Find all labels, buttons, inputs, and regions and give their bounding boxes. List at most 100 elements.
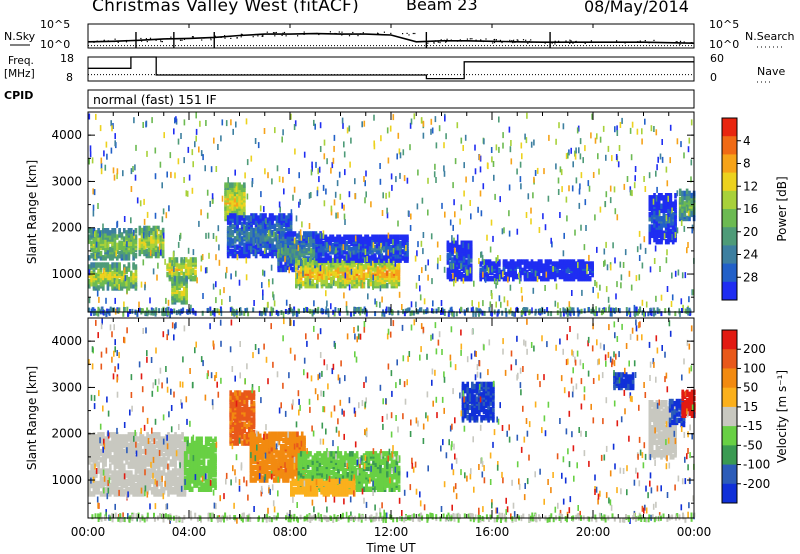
sky-noise-point: [469, 38, 471, 40]
sky-noise-point: [272, 32, 275, 34]
scatter-cell: [527, 193, 530, 200]
scatter-cell: [220, 135, 222, 142]
data-cell: [372, 280, 375, 287]
scatter-cell: [629, 127, 632, 134]
ground-scatter-cell: [501, 310, 504, 316]
scatter-cell: [344, 219, 346, 225]
ground-scatter-cell: [608, 306, 611, 312]
ground-scatter-cell: [426, 308, 429, 314]
data-cell: [660, 230, 663, 236]
data-cell: [289, 231, 292, 237]
data-cell: [653, 218, 656, 224]
data-cell: [282, 245, 285, 252]
data-cell: [389, 234, 393, 240]
sky-noise-point: [161, 41, 163, 43]
ground-scatter-cell: [211, 310, 214, 316]
data-cell: [273, 244, 277, 250]
sky-noise-point: [563, 41, 565, 43]
data-cell: [361, 236, 365, 243]
data-cell: [586, 265, 590, 271]
ground-scatter-cell: [146, 307, 149, 313]
data-cell: [187, 259, 190, 265]
data-cell: [561, 273, 564, 280]
scatter-cell: [440, 300, 443, 306]
data-cell: [337, 268, 340, 274]
data-cell: [581, 263, 585, 269]
scatter-cell: [397, 263, 400, 270]
noise-tick-right: 10^5: [709, 18, 739, 31]
data-cell: [152, 225, 156, 232]
data-cell: [455, 257, 459, 263]
scatter-cell: [386, 212, 389, 219]
scatter-cell: [552, 266, 554, 272]
scatter-cell: [525, 212, 528, 218]
scatter-cell: [385, 192, 387, 199]
scatter-cell: [577, 125, 580, 132]
data-cell: [373, 244, 377, 251]
data-cell: [579, 259, 583, 265]
data-cell: [229, 229, 232, 236]
scatter-cell: [293, 237, 296, 244]
data-cell: [231, 213, 235, 219]
data-cell: [127, 240, 131, 246]
data-cell: [385, 234, 388, 240]
scatter-cell: [114, 297, 116, 304]
scatter-cell: [250, 215, 252, 222]
data-cell: [266, 234, 270, 240]
data-cell: [681, 211, 684, 218]
scatter-cell: [422, 120, 425, 127]
scatter-cell: [325, 188, 327, 195]
data-cell: [465, 265, 468, 271]
scatter-cell: [618, 145, 621, 151]
ground-scatter-cell: [243, 310, 246, 316]
scatter-cell: [288, 267, 290, 274]
data-cell: [540, 265, 543, 271]
scatter-cell: [530, 207, 532, 214]
data-cell: [104, 228, 107, 234]
data-cell: [275, 248, 279, 255]
ground-scatter-cell: [165, 307, 168, 313]
scatter-cell: [281, 136, 283, 143]
data-cell: [120, 281, 124, 287]
scatter-cell: [366, 256, 368, 262]
data-cell: [523, 259, 527, 265]
scatter-cell: [88, 269, 91, 276]
sky-noise-point: [183, 38, 186, 40]
data-cell: [313, 257, 317, 264]
scatter-cell: [165, 212, 168, 219]
data-cell: [109, 453, 112, 459]
ground-scatter-cell: [636, 310, 639, 316]
data-cell: [143, 225, 146, 232]
ground-scatter-cell: [460, 306, 463, 312]
scatter-cell: [489, 301, 492, 308]
scatter-cell: [322, 232, 325, 239]
data-cell: [362, 264, 366, 270]
sky-noise-point: [525, 39, 527, 41]
scatter-cell: [116, 168, 119, 175]
data-cell: [102, 285, 105, 291]
data-cell: [104, 444, 107, 451]
scatter-cell: [154, 212, 157, 219]
data-cell: [106, 262, 110, 268]
scatter-cell: [208, 252, 210, 259]
scatter-cell: [691, 198, 694, 205]
scatter-cell: [518, 277, 521, 284]
ground-scatter-cell: [170, 308, 172, 314]
scatter-cell: [571, 290, 573, 296]
scatter-cell: [498, 274, 501, 281]
data-cell: [282, 256, 285, 262]
sky-noise-point: [275, 31, 277, 34]
sky-noise-point: [516, 39, 518, 41]
data-cell: [231, 186, 234, 193]
data-cell: [448, 250, 452, 257]
ground-scatter-cell: [443, 311, 446, 316]
data-cell: [118, 450, 121, 457]
ground-scatter-cell: [141, 308, 144, 314]
scatter-cell: [663, 233, 666, 240]
scatter-cell: [454, 247, 456, 254]
sky-noise-point: [528, 40, 530, 43]
ground-scatter-cell: [229, 307, 232, 313]
data-cell: [379, 276, 382, 283]
data-cell: [231, 238, 235, 244]
data-cell: [157, 432, 161, 438]
